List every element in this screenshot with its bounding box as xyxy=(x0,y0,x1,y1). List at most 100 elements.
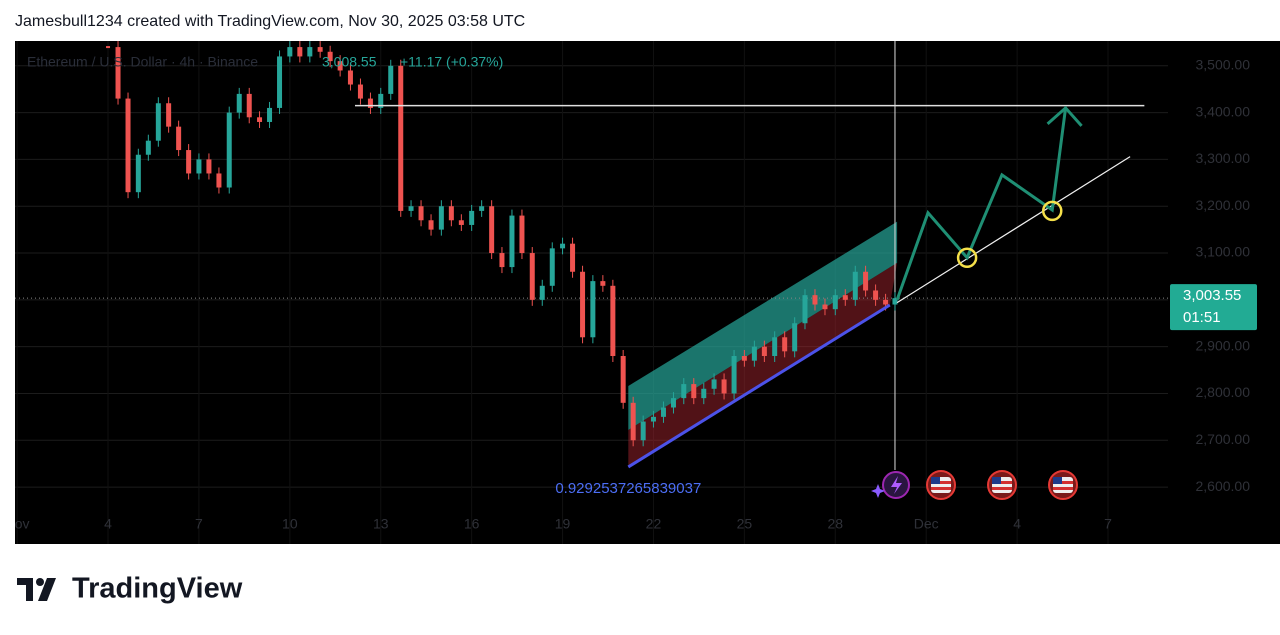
candle xyxy=(166,103,172,127)
candle xyxy=(873,290,879,300)
candle xyxy=(681,384,687,399)
candle xyxy=(388,65,394,94)
candle xyxy=(196,159,202,174)
candle xyxy=(448,206,454,221)
event-icon xyxy=(891,476,902,494)
x-tick-label: 13 xyxy=(373,516,389,532)
x-tick-label: 4 xyxy=(1013,516,1021,532)
candle xyxy=(590,281,596,338)
candle xyxy=(499,253,505,268)
candle xyxy=(438,206,444,230)
candle xyxy=(549,248,555,286)
flag-icon xyxy=(987,470,1017,500)
price-axis: 2,600.002,700.002,800.002,900.003,000.00… xyxy=(1170,57,1257,494)
footer-logo: TradingView xyxy=(17,573,243,605)
candle xyxy=(469,210,475,225)
legend-price: 3,008.55 xyxy=(322,54,377,70)
countdown-label: 01:51 xyxy=(1183,309,1221,326)
candle xyxy=(832,295,838,310)
y-tick-label: 2,800.00 xyxy=(1196,384,1251,400)
candle xyxy=(731,356,737,394)
candle xyxy=(852,271,858,300)
highlight-circle xyxy=(956,247,978,268)
candle xyxy=(519,215,525,254)
candle xyxy=(630,402,636,441)
candle xyxy=(892,298,898,305)
projection-path xyxy=(895,107,1068,301)
candle xyxy=(186,150,192,174)
candle xyxy=(560,243,566,249)
x-tick-label: 16 xyxy=(464,516,480,532)
candle xyxy=(267,107,273,122)
candle xyxy=(761,346,767,357)
channel-label: 0.9292537265839037 xyxy=(555,480,701,497)
candle xyxy=(216,173,222,188)
y-tick-label: 2,600.00 xyxy=(1196,478,1251,494)
candle xyxy=(751,346,757,361)
candle xyxy=(640,421,646,441)
candle xyxy=(792,323,798,352)
candle xyxy=(317,47,323,52)
overlay: Ethereum / U.S. Dollar · 4h · Binance 3,… xyxy=(27,54,1078,500)
candle xyxy=(135,154,141,193)
candle xyxy=(489,206,495,254)
candle xyxy=(307,47,313,57)
candle xyxy=(125,98,131,193)
candle xyxy=(246,93,252,118)
projection-arrowhead xyxy=(1046,105,1083,127)
candle xyxy=(610,285,616,357)
trendline xyxy=(896,156,1131,304)
candle xyxy=(711,379,717,389)
logo-mark xyxy=(17,578,33,601)
candle xyxy=(428,220,434,230)
y-tick-label: 3,400.00 xyxy=(1196,103,1251,119)
candle xyxy=(236,93,242,113)
candle xyxy=(660,407,666,417)
y-tick-label: 3,500.00 xyxy=(1196,57,1251,73)
candle xyxy=(721,379,727,394)
candle xyxy=(802,295,808,324)
candle xyxy=(570,243,576,272)
x-tick-label: 7 xyxy=(1104,516,1112,532)
event-icons xyxy=(871,470,1078,500)
candle xyxy=(509,215,515,268)
flag-icon xyxy=(926,470,956,500)
x-tick-label: 28 xyxy=(827,516,843,532)
candle xyxy=(670,398,676,408)
candle xyxy=(418,206,424,221)
candle xyxy=(357,84,363,99)
x-tick-label: Nov xyxy=(5,516,30,532)
candle xyxy=(863,271,869,291)
candle xyxy=(347,70,353,85)
y-tick-label: 3,300.00 xyxy=(1196,150,1251,166)
candle xyxy=(741,356,747,361)
highlight-circle xyxy=(1041,200,1063,222)
candle xyxy=(539,285,545,300)
candle xyxy=(226,112,232,188)
candle xyxy=(620,356,626,403)
candle xyxy=(479,206,485,211)
candle xyxy=(812,295,818,305)
y-tick-label: 3,200.00 xyxy=(1196,197,1251,213)
flag-icon xyxy=(1048,470,1078,500)
candle xyxy=(145,140,151,155)
y-tick-label: 2,900.00 xyxy=(1196,337,1251,353)
candle xyxy=(115,47,121,99)
header: Jamesbull1234 created with TradingView.c… xyxy=(15,13,525,30)
candle xyxy=(458,220,464,225)
logo-mark xyxy=(38,578,56,601)
candle xyxy=(883,299,889,305)
candle xyxy=(842,295,848,300)
y-tick-label: 3,100.00 xyxy=(1196,244,1251,260)
x-tick-label: 10 xyxy=(282,516,298,532)
candle xyxy=(206,159,212,174)
candle xyxy=(277,56,283,108)
channel-lower-line xyxy=(627,303,891,469)
candle xyxy=(378,93,384,108)
candle xyxy=(337,61,343,71)
candle xyxy=(600,281,606,286)
legend-change: +11.17 (+0.37%) xyxy=(400,54,503,70)
candle xyxy=(822,304,828,310)
candle xyxy=(327,51,333,62)
